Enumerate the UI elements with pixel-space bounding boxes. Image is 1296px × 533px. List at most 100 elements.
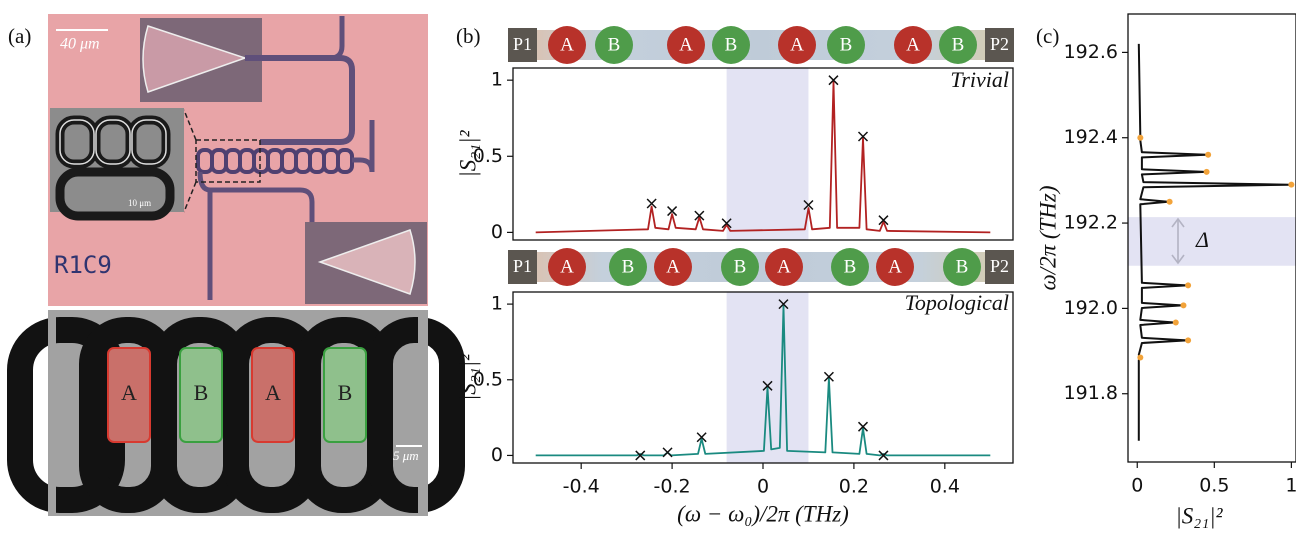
chip-label: R1C9 <box>54 251 112 279</box>
site-label: A <box>560 256 574 277</box>
plot-frame <box>512 291 1014 464</box>
marker <box>803 199 814 211</box>
y-axis-label: |S₂₁|² <box>455 353 480 401</box>
optical-micrograph: 40 μm 10 μm <box>48 14 428 306</box>
site-label: B <box>956 256 969 277</box>
marker <box>1172 319 1179 326</box>
site-label: B <box>844 256 857 277</box>
marker <box>667 206 678 217</box>
site <box>712 26 750 64</box>
y-tick-label: 192.4 <box>1064 126 1118 148</box>
marker <box>696 432 707 443</box>
x-axis-label: |S₂₁|² <box>1175 503 1223 528</box>
marker <box>1203 168 1210 175</box>
sem-image: A B A B 5 μm <box>7 310 465 516</box>
marker <box>1180 302 1187 309</box>
panel-label: (c) <box>1036 24 1059 48</box>
panel-label: (b) <box>456 24 481 48</box>
y-tick-label: 192.6 <box>1064 41 1118 63</box>
y-tick-label: 191.8 <box>1064 382 1118 404</box>
marker <box>878 215 889 226</box>
marker <box>1185 282 1192 289</box>
site-label: A <box>265 380 281 405</box>
site-label: B <box>338 380 353 405</box>
site <box>654 248 692 286</box>
port-label: P1 <box>513 256 532 276</box>
panel-label: (a) <box>8 24 31 48</box>
y-tick-label: 192.0 <box>1064 297 1118 319</box>
marker <box>828 75 839 86</box>
site <box>894 26 932 64</box>
marker <box>857 421 869 432</box>
marker <box>878 450 889 461</box>
site <box>765 248 803 286</box>
site <box>609 248 647 286</box>
site-label: A <box>679 34 693 55</box>
x-tick-label: -0.2 <box>654 476 691 498</box>
x-tick-label: 0.2 <box>839 476 869 498</box>
port-box <box>985 28 1014 62</box>
shaded-band <box>726 68 809 240</box>
annotation: Topological <box>905 290 1009 315</box>
site-label: B <box>734 256 747 277</box>
site <box>827 26 865 64</box>
marker <box>857 131 869 142</box>
site <box>667 26 705 64</box>
site-label: A <box>560 34 574 55</box>
site <box>548 26 586 64</box>
site <box>943 248 981 286</box>
site-label: A <box>906 34 920 55</box>
x-tick-label: 0 <box>757 476 769 498</box>
scale-bar-label: 10 μm <box>128 198 151 208</box>
scale-bar-label: 40 μm <box>60 36 100 53</box>
marker <box>778 299 789 310</box>
port-box <box>508 250 537 284</box>
marker <box>694 210 705 221</box>
site <box>721 248 759 286</box>
port-label: P2 <box>990 256 1009 276</box>
x-tick-label: 0 <box>1131 475 1143 497</box>
marker <box>1166 198 1173 205</box>
y-axis-label: |S₂₁|² <box>455 129 480 177</box>
port-box <box>985 250 1014 284</box>
marker <box>1185 337 1192 344</box>
marker <box>762 380 773 391</box>
y-tick-label: 0 <box>491 444 503 466</box>
marker <box>646 198 657 209</box>
marker <box>1288 181 1295 188</box>
plot: 0 0.5 1 -0.4 -0.2 0 0.2 0.4 |S₂₁|² (ω − ω₀)/2π (T… <box>455 290 1014 526</box>
marker <box>721 218 732 229</box>
site-label: A <box>777 256 791 277</box>
marker <box>1137 134 1144 141</box>
site <box>831 248 869 286</box>
site-label: A <box>666 256 680 277</box>
marker <box>1137 354 1144 361</box>
series-layer <box>535 80 991 234</box>
annotation: Δ <box>1195 227 1209 252</box>
data-line <box>535 80 991 234</box>
site <box>548 248 586 286</box>
x-tick-label: 1 <box>1285 475 1296 497</box>
site-label: A <box>790 34 804 55</box>
site <box>595 26 633 64</box>
scale-bar-label: 5 μm <box>393 448 419 463</box>
x-axis-label: (ω − ω₀)/2π (THz) <box>677 501 849 526</box>
plot-frame <box>1127 13 1296 463</box>
y-tick-label: 192.2 <box>1064 212 1118 234</box>
site <box>778 26 816 64</box>
chain-bar <box>535 252 985 282</box>
series-layer <box>1137 43 1291 441</box>
site <box>939 26 977 64</box>
data-line <box>1137 43 1291 441</box>
plot: 191.8 192.0 192.2 192.4 192.6 0 0.5 1 ω/2π (THz)… <box>1035 13 1296 528</box>
plot-frame <box>512 67 1014 241</box>
plot: 0 0.5 1 |S₂₁|² Trivial <box>455 67 1014 243</box>
x-tick-label: -0.4 <box>563 476 600 498</box>
shaded-band <box>726 292 809 463</box>
marker <box>635 450 646 461</box>
port-label: P1 <box>513 34 532 54</box>
marker <box>823 371 834 382</box>
port-label: P2 <box>990 34 1009 54</box>
site-label: A <box>121 380 137 405</box>
site <box>876 248 914 286</box>
